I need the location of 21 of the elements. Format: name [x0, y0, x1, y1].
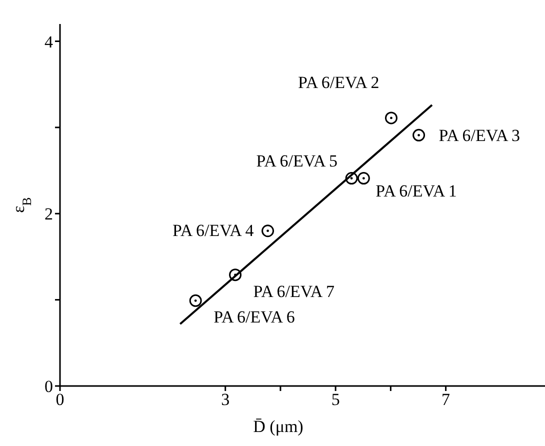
annotation: PA 6/EVA 2 [298, 72, 380, 92]
x-tick-label: 5 [331, 390, 340, 410]
annotation: PA 6/EVA 1 [376, 181, 457, 200]
point [357, 172, 370, 185]
point [262, 224, 274, 238]
annotation: PA 6/EVA 5 [256, 151, 338, 170]
point [229, 268, 242, 282]
annotation: PA 6/EVA 6 [214, 308, 295, 327]
point [412, 128, 426, 142]
point [345, 172, 358, 185]
x-tick-label: 3 [221, 390, 230, 410]
point [189, 294, 202, 307]
annotation: PA 6/EVA 4 [172, 220, 254, 240]
y-tick-label: 2 [44, 204, 53, 224]
annotation: PA 6/EVA 7 [253, 282, 336, 301]
x-tick-label: 7 [442, 390, 451, 410]
y-tick-label: 4 [44, 32, 54, 52]
x-axis-title: D̄ (μm) [253, 417, 304, 436]
point [384, 112, 398, 124]
y-tick-label: 0 [44, 377, 53, 396]
annotation: PA 6/EVA 3 [438, 126, 520, 146]
